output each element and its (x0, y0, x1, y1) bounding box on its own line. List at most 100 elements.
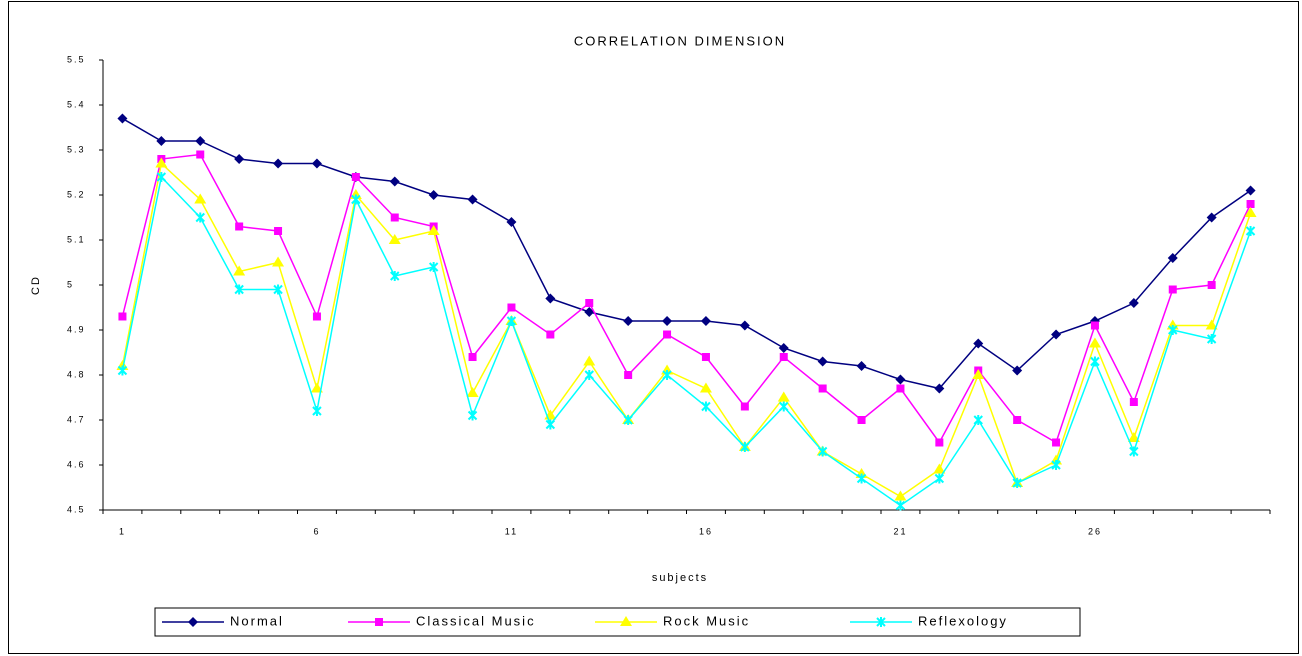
data-point (1129, 398, 1138, 406)
data-point (117, 113, 128, 124)
y-tick-label: 5.3 (67, 144, 86, 154)
data-point (1244, 207, 1257, 217)
x-tick-label: 6 (313, 526, 320, 536)
data-point (1051, 329, 1062, 340)
data-point (1207, 281, 1216, 289)
data-point (935, 438, 944, 447)
data-point (234, 154, 245, 164)
data-point (545, 293, 556, 304)
data-point (1168, 285, 1177, 294)
legend-marker (620, 616, 632, 626)
data-point (388, 234, 401, 244)
data-point (428, 262, 439, 272)
series-line (121, 162, 1252, 498)
data-point (1127, 432, 1140, 442)
data-point (1090, 356, 1100, 367)
data-point (701, 401, 711, 412)
chart-title: CORRELATION DIMENSION (574, 33, 786, 48)
data-point (701, 353, 710, 361)
legend-label: Normal (230, 613, 284, 628)
data-point (1013, 416, 1022, 424)
data-point (467, 410, 478, 421)
data-point (973, 415, 983, 425)
data-point (779, 353, 788, 361)
data-point (1129, 446, 1139, 457)
data-point (273, 284, 283, 295)
data-point (390, 271, 400, 281)
data-point (545, 419, 556, 430)
data-point (1245, 185, 1256, 196)
data-point (1245, 226, 1256, 236)
data-point (1205, 319, 1218, 330)
data-point (1168, 325, 1178, 335)
data-point (699, 382, 712, 393)
y-tick-label: 4.9 (67, 324, 86, 334)
data-point (389, 176, 400, 187)
data-point (195, 136, 206, 146)
y-axis-label: CD (30, 275, 42, 295)
data-point (118, 312, 127, 321)
data-point (624, 371, 633, 379)
y-tick-label: 4.5 (67, 504, 86, 514)
data-point (623, 415, 633, 425)
chart-border (8, 1, 1299, 654)
data-point (312, 312, 321, 321)
data-point (779, 401, 789, 412)
data-point (818, 384, 827, 393)
data-point (740, 402, 749, 411)
data-point (234, 284, 244, 295)
data-point (778, 343, 789, 353)
data-point (194, 193, 207, 204)
data-point (1052, 438, 1061, 447)
data-point (662, 316, 673, 326)
data-point (390, 213, 399, 222)
data-point (1206, 334, 1217, 344)
data-point (895, 374, 906, 385)
data-point (1167, 253, 1178, 263)
x-axis-label: subjects (652, 572, 708, 584)
data-point (584, 307, 595, 317)
data-point (351, 173, 360, 181)
data-point (506, 316, 517, 326)
data-point (1051, 460, 1061, 470)
data-point (585, 299, 594, 307)
y-tick-label: 4.6 (67, 459, 86, 469)
data-point (933, 463, 946, 474)
data-point (777, 391, 790, 402)
y-tick-label: 4.8 (67, 369, 86, 379)
data-point (117, 365, 128, 376)
series-line (122, 117, 1251, 390)
data-point (351, 194, 361, 205)
data-point (467, 194, 478, 205)
y-tick-label: 5 (67, 279, 74, 289)
data-point (740, 442, 750, 452)
data-point (507, 303, 516, 312)
legend-marker (375, 618, 383, 626)
data-point (311, 158, 322, 169)
data-point (466, 387, 479, 397)
legend-marker (876, 617, 886, 627)
y-tick-label: 5.2 (67, 189, 86, 199)
x-tick-label: 21 (893, 526, 907, 536)
data-point (155, 157, 168, 168)
data-point (235, 222, 244, 231)
series-line (121, 153, 1252, 444)
y-tick-label: 5.4 (67, 99, 86, 109)
y-tick-label: 4.7 (67, 414, 86, 424)
data-point (1012, 478, 1022, 488)
x-tick-label: 26 (1088, 526, 1102, 536)
data-point (583, 355, 596, 366)
data-point (195, 212, 205, 223)
data-point (1088, 337, 1101, 348)
x-tick-label: 11 (505, 526, 518, 536)
series-line (121, 175, 1252, 507)
data-point (427, 225, 440, 235)
x-tick-label: 1 (119, 526, 126, 536)
data-point (156, 136, 167, 146)
data-point (312, 406, 322, 416)
data-point (274, 227, 283, 235)
data-point (546, 330, 555, 339)
data-point (894, 490, 907, 501)
data-point (1012, 365, 1023, 376)
data-point (233, 265, 246, 276)
